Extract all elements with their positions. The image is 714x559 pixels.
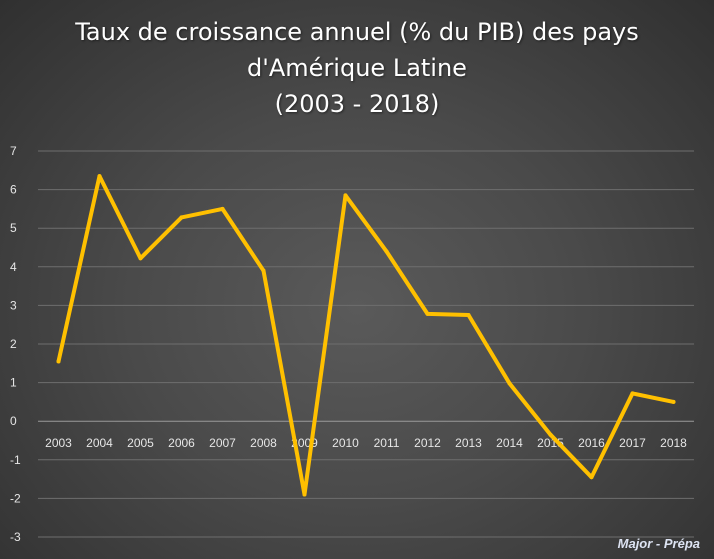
- x-tick-label: 2003: [45, 436, 72, 450]
- x-tick-label: 2008: [250, 436, 277, 450]
- data-point: [548, 432, 553, 437]
- y-tick-label: -1: [10, 453, 21, 467]
- x-tick-label: 2014: [496, 436, 523, 450]
- x-tick-label: 2007: [209, 436, 236, 450]
- series-line: [56, 174, 676, 497]
- watermark-text: Major - Prépa: [617, 536, 700, 551]
- x-axis: 2003 2004 2005 2006 2007 2008 2009 2010 2011 2012…: [45, 436, 687, 450]
- data-point: [507, 381, 512, 386]
- data-point: [671, 399, 676, 404]
- x-tick-label: 2018: [660, 436, 687, 450]
- data-point: [97, 174, 102, 179]
- series-layer: [56, 174, 676, 497]
- data-point: [630, 391, 635, 396]
- x-tick-label: 2013: [455, 436, 482, 450]
- x-tick-label: 2012: [414, 436, 441, 450]
- data-point: [425, 311, 430, 316]
- data-point: [302, 492, 307, 497]
- y-tick-label: 6: [10, 183, 17, 197]
- x-tick-label: 2016: [578, 436, 605, 450]
- x-tick-label: 2004: [86, 436, 113, 450]
- y-tick-label: 1: [10, 376, 17, 390]
- data-point: [220, 206, 225, 211]
- chart-title: Taux de croissance annuel (% du PIB) des…: [0, 14, 714, 122]
- data-point: [343, 193, 348, 198]
- x-tick-label: 2011: [374, 436, 400, 450]
- data-point: [466, 313, 471, 318]
- chart-title-line-1: Taux de croissance annuel (% du PIB) des…: [75, 18, 639, 46]
- grid-layer: [38, 150, 694, 538]
- data-point: [261, 268, 266, 273]
- x-tick-label: 2010: [332, 436, 359, 450]
- x-tick-label: 2017: [619, 436, 646, 450]
- chart-title-line-3: (2003 - 2018): [274, 90, 440, 118]
- y-tick-label: -3: [10, 530, 21, 544]
- data-point: [589, 475, 594, 480]
- data-point: [56, 359, 61, 364]
- y-tick-label: -2: [10, 491, 21, 505]
- y-tick-label: 0: [10, 414, 17, 428]
- y-tick-label: 7: [10, 144, 17, 158]
- chart-title-line-2: d'Amérique Latine: [247, 54, 467, 82]
- data-point: [138, 256, 143, 261]
- y-axis: 7 6 5 4 3 2 1 0 -1 -2 -3: [10, 144, 21, 544]
- x-tick-label: 2006: [168, 436, 195, 450]
- data-point: [179, 215, 184, 220]
- x-tick-label: 2005: [127, 436, 154, 450]
- y-tick-label: 4: [10, 260, 17, 274]
- y-tick-label: 3: [10, 298, 17, 312]
- y-tick-label: 5: [10, 221, 17, 235]
- y-tick-label: 2: [10, 337, 17, 351]
- data-point: [384, 249, 389, 254]
